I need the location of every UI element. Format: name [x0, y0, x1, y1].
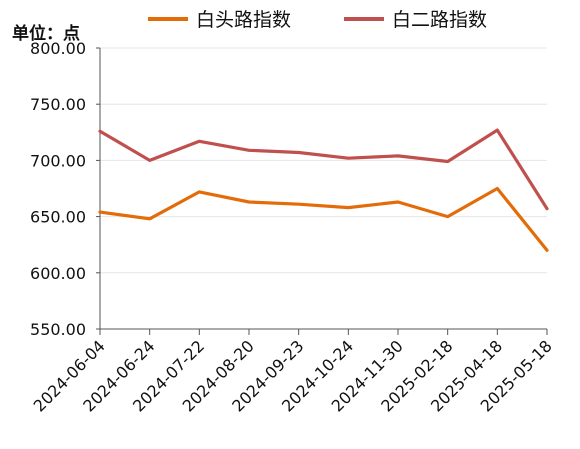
unit-label: 单位：点: [12, 23, 80, 44]
series-line-1: [98, 128, 549, 211]
legend: 白头路指数 白二路指数: [148, 9, 487, 31]
legend-label-baitou: 白头路指数: [196, 9, 291, 31]
y-tick-label: 800.00: [30, 39, 86, 58]
y-tick-label: 750.00: [30, 95, 86, 114]
series-lines: [98, 128, 549, 252]
x-axis-ticks: 2024-06-042024-06-242024-07-222024-08-20…: [30, 329, 556, 416]
series-line-0: [98, 186, 549, 252]
legend-label-baier: 白二路指数: [392, 9, 487, 31]
y-tick-label: 550.00: [30, 320, 86, 339]
y-tick-label: 600.00: [30, 264, 86, 283]
y-tick-label: 650.00: [30, 208, 86, 227]
axes: [99, 48, 547, 330]
y-tick-label: 700.00: [30, 151, 86, 170]
gridlines: [100, 47, 547, 274]
y-axis-ticks: 800.00 750.00 700.00 650.00 600.00 550.00: [30, 39, 100, 339]
